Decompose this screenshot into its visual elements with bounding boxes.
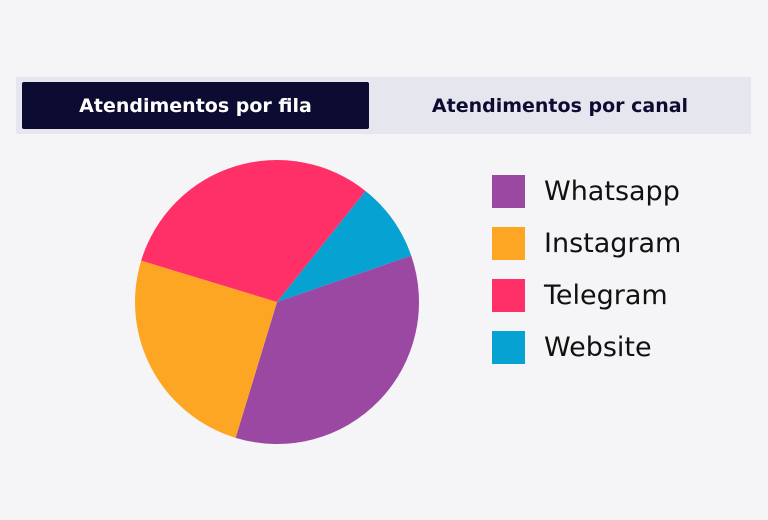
chart-legend: Whatsapp Instagram Telegram Website [492,165,732,373]
tab-atendimentos-por-canal[interactable]: Atendimentos por canal [431,94,689,117]
tab-bar: Atendimentos por fila Atendimentos por c… [16,77,751,134]
legend-label: Whatsapp [544,175,680,207]
legend-item-telegram: Telegram [492,269,732,321]
pie-slice-website [277,190,412,302]
legend-swatch [492,278,525,312]
pie-chart [135,159,419,444]
pie-slice-whatsapp [235,255,419,444]
legend-item-website: Website [492,321,732,373]
legend-swatch [492,174,525,208]
legend-label: Telegram [544,279,668,311]
legend-item-instagram: Instagram [492,217,732,269]
legend-label: Website [544,331,652,363]
tab-atendimentos-por-fila[interactable]: Atendimentos por fila [22,82,369,129]
legend-swatch [492,330,525,364]
legend-item-whatsapp: Whatsapp [492,165,732,217]
pie-slice-instagram [135,260,277,438]
pie-slice-telegram [141,159,366,302]
legend-swatch [492,226,525,260]
legend-label: Instagram [544,227,682,259]
